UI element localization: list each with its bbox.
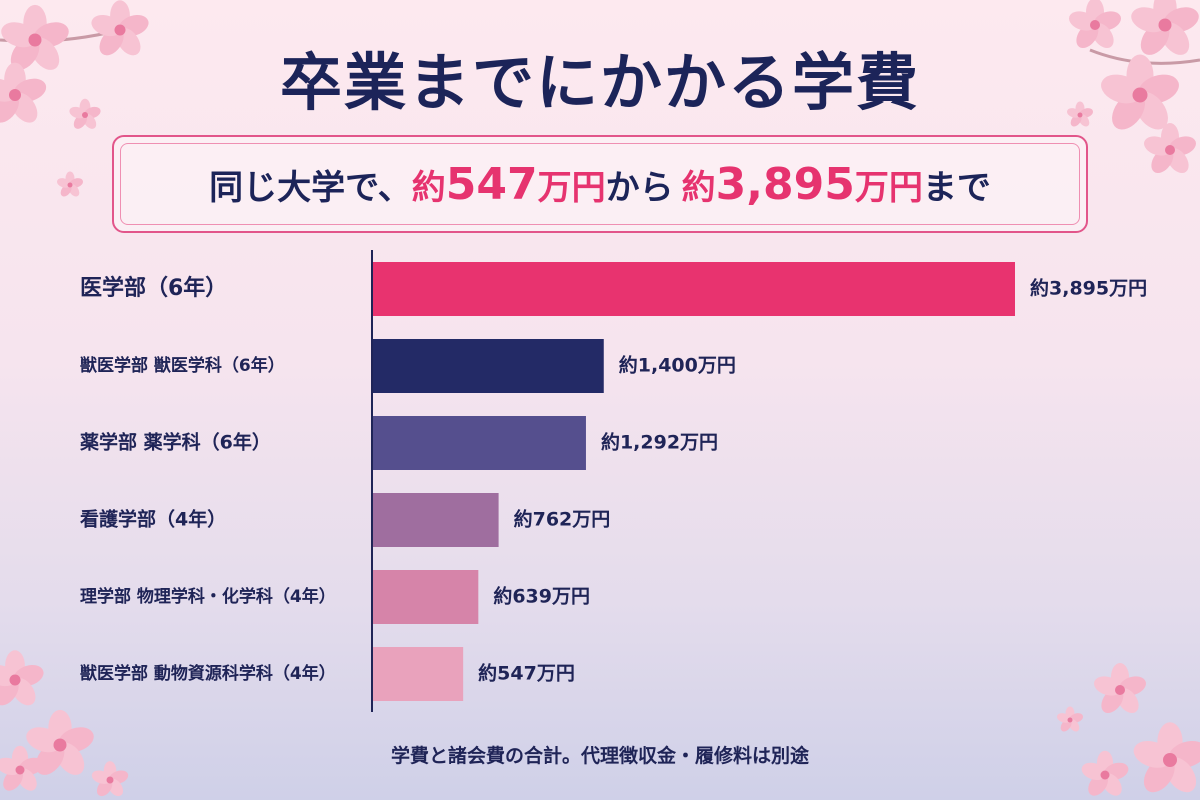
value-label-0: 約3,895万円 [1030, 277, 1147, 300]
bar-3 [373, 493, 499, 547]
subtitle-box: 同じ大学で、 約 547 万円 から 約 3,895 万円 まで [112, 135, 1088, 233]
category-label-4: 理学部 物理学科・化学科（4年） [80, 586, 336, 607]
value-label-1: 約1,400万円 [619, 354, 736, 377]
category-label-1: 獣医学部 獣医学科（6年） [80, 355, 285, 376]
bar-2 [373, 416, 586, 470]
value-label-3: 約762万円 [514, 508, 611, 531]
bar-1 [373, 339, 604, 393]
footnote: 学費と諸会費の合計。代理徴収金・履修料は別途 [390, 745, 809, 767]
category-label-5: 獣医学部 動物資源科学科（4年） [80, 663, 336, 684]
value-label-5: 約547万円 [478, 662, 575, 685]
bar-5 [373, 647, 464, 701]
category-label-3: 看護学部（4年） [79, 508, 226, 531]
value-label-2: 約1,292万円 [601, 431, 718, 454]
page-title: 卒業までにかかる学費 [279, 46, 920, 119]
category-label-2: 薬学部 薬学科（6年） [79, 431, 271, 454]
bar-4 [373, 570, 479, 624]
category-label-0: 医学部（6年） [80, 275, 227, 301]
value-label-4: 約639万円 [493, 585, 590, 608]
bar-0 [373, 262, 1015, 316]
